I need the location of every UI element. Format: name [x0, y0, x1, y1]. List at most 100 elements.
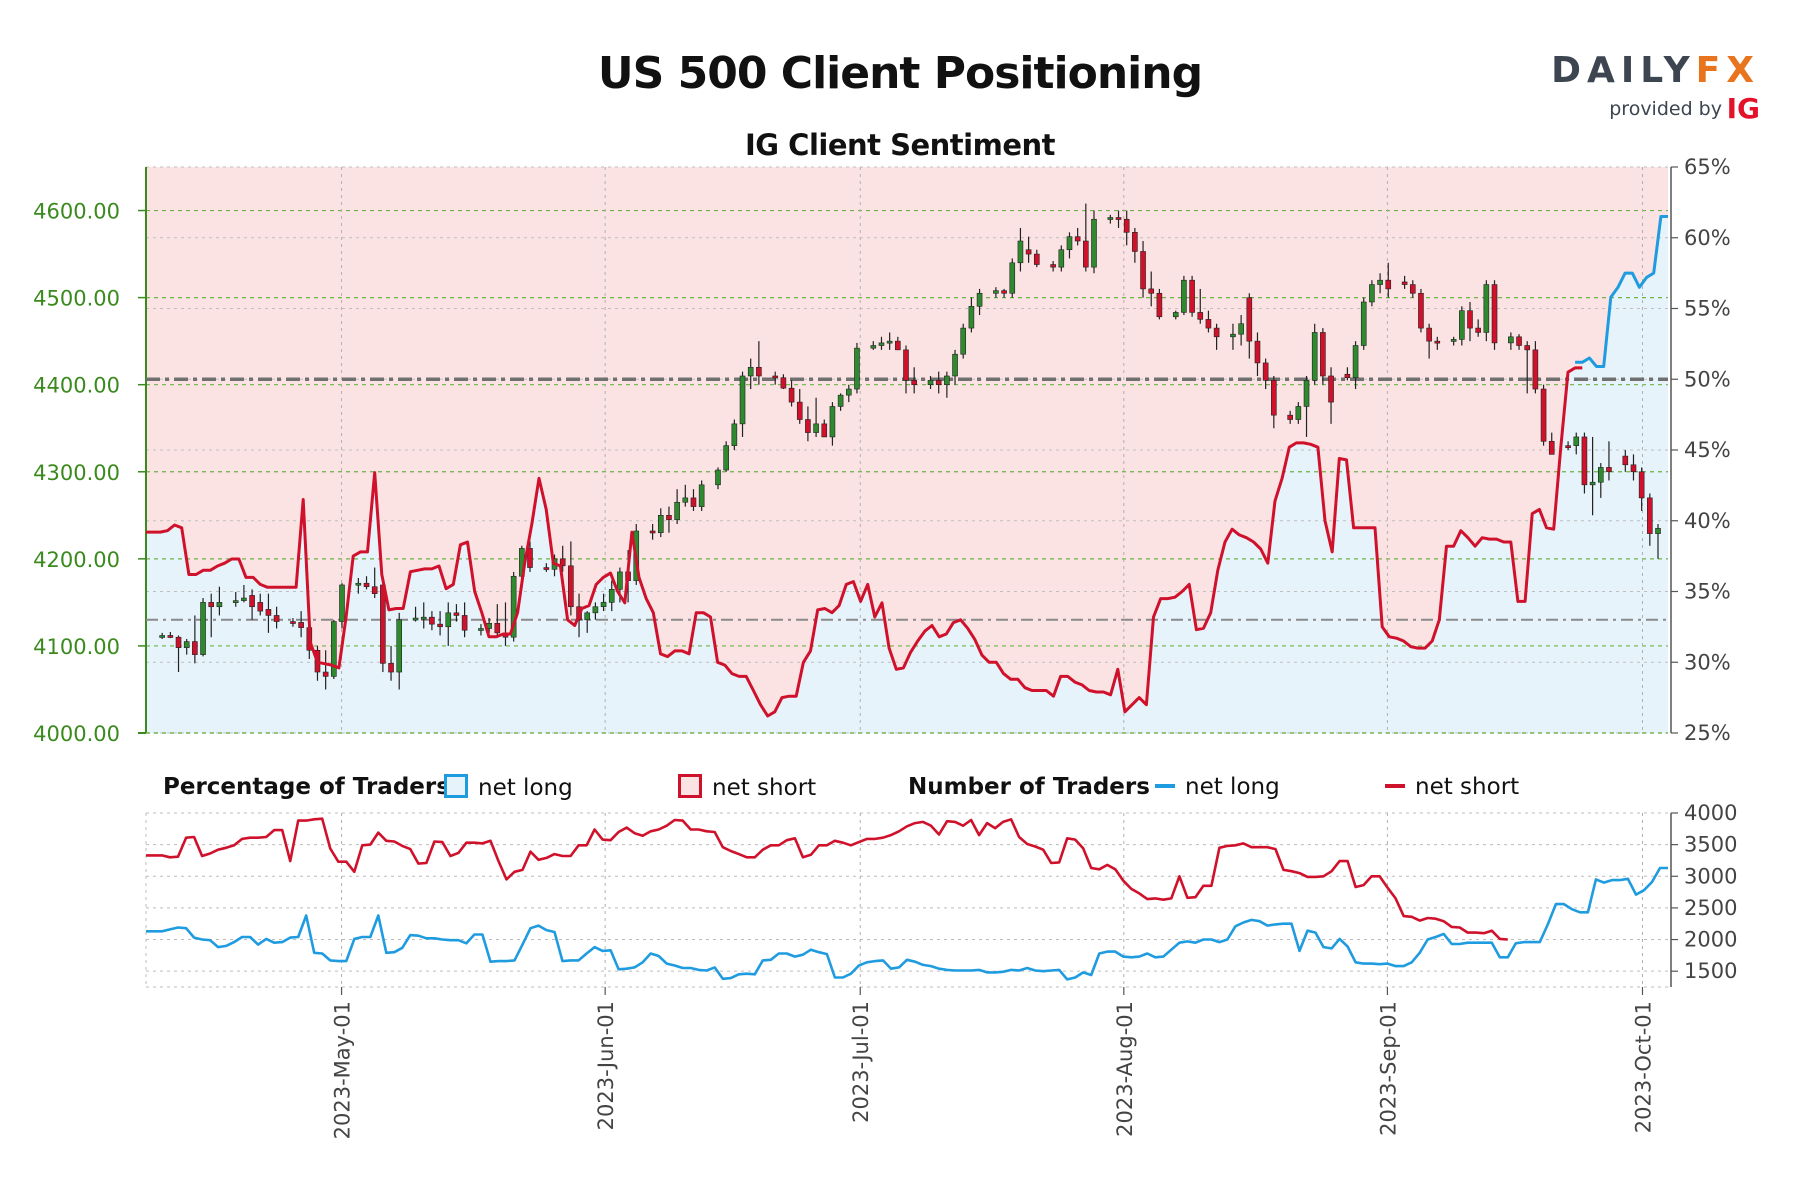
candle-down: [1516, 336, 1522, 346]
candle-down: [772, 375, 779, 379]
candle-up: [968, 306, 975, 329]
candle-up: [682, 497, 689, 503]
candle-down: [208, 602, 215, 608]
candle-down: [649, 530, 656, 534]
candle-up: [331, 621, 337, 677]
candle-up: [944, 375, 950, 385]
traders-tick-label: 2000: [1684, 928, 1737, 952]
candle-down: [1475, 327, 1481, 333]
candle-down: [1213, 327, 1220, 338]
candle-down: [429, 616, 435, 625]
candle-down: [780, 377, 787, 389]
candle-up: [715, 469, 721, 486]
percent-tick-label: 35%: [1684, 580, 1731, 604]
candle-up: [1655, 528, 1661, 534]
candle-down: [1033, 253, 1040, 265]
candle-up: [1091, 218, 1097, 268]
candle-down: [788, 387, 795, 403]
candle-down: [1524, 345, 1531, 351]
candle-down: [1426, 327, 1432, 342]
candle-up: [1483, 284, 1490, 333]
candle-up: [510, 575, 517, 638]
candle-up: [355, 582, 362, 586]
candle-up: [1369, 284, 1375, 303]
candle-up: [1459, 310, 1465, 340]
candle-down: [494, 622, 501, 634]
candle-up: [396, 619, 403, 673]
candle-down: [903, 349, 909, 381]
net-short-area: [146, 167, 1668, 716]
candle-up: [159, 635, 165, 638]
price-tick-label: 4500.00: [33, 287, 120, 311]
candle-up: [1230, 333, 1236, 338]
legend-percentage-short: net short: [678, 774, 816, 801]
percent-tick-label: 40%: [1684, 509, 1731, 533]
candle-down: [437, 623, 443, 628]
percent-tick-label: 65%: [1684, 155, 1731, 179]
candle-up: [854, 347, 860, 390]
percent-tick-label: 30%: [1684, 650, 1731, 674]
candle-up: [845, 388, 852, 396]
logo-wordmark: DAILYFX: [1551, 50, 1760, 91]
candle-up: [584, 612, 591, 621]
candle-down: [527, 548, 533, 568]
candle-down: [1328, 375, 1334, 403]
legend-number-short-label: net short: [1415, 774, 1520, 800]
candle-down: [257, 602, 264, 612]
candle-down: [273, 615, 280, 622]
candle-down: [1409, 284, 1416, 294]
candle-down: [388, 663, 394, 673]
candle-down: [911, 380, 917, 385]
candle-down: [1197, 312, 1204, 320]
candle-down: [1148, 288, 1155, 294]
dailyfx-logo: DAILYFX provided by IG: [1500, 50, 1760, 130]
legend-percentage-long: net long: [444, 774, 573, 801]
candle-down: [1434, 340, 1441, 344]
candle-down: [1467, 310, 1473, 329]
candle-down: [1647, 497, 1653, 534]
date-tick-label: 2023-Oct-01: [1631, 1001, 1655, 1133]
candle-up: [698, 484, 705, 507]
candle-up: [1352, 345, 1359, 379]
candle-up: [1573, 436, 1580, 446]
candle-up: [878, 342, 885, 346]
candle-up: [747, 366, 754, 377]
traders-tick-label: 1500: [1684, 959, 1737, 983]
candle-up: [617, 571, 623, 590]
candle-down: [298, 622, 304, 628]
net-long-percent-line: [1575, 215, 1668, 368]
candle-down: [453, 612, 460, 616]
candle-down: [1001, 290, 1007, 294]
price-tick-label: 4400.00: [33, 374, 120, 398]
candle-down: [265, 609, 272, 616]
price-tick-label: 4200.00: [33, 548, 120, 572]
net-long-area: [146, 216, 1668, 733]
legend-percentage-short-label: net short: [712, 775, 817, 801]
candle-down: [1565, 445, 1571, 448]
candle-down: [461, 615, 468, 631]
candle-up: [200, 602, 206, 655]
candle-down: [1532, 349, 1539, 390]
candle-up: [600, 602, 607, 608]
percent-tick-label: 25%: [1684, 721, 1731, 745]
percent-tick-label: 55%: [1684, 297, 1731, 321]
candle-up: [1181, 279, 1187, 313]
candle-down: [1189, 279, 1195, 313]
legend-number-long: net long: [1155, 774, 1280, 800]
candle-down: [1540, 388, 1547, 442]
candle-up: [1238, 323, 1244, 335]
percent-tick-label: 50%: [1684, 367, 1731, 391]
candle-down: [380, 584, 386, 664]
candle-up: [1172, 312, 1179, 318]
candle-up: [952, 353, 958, 377]
candle-down: [1320, 332, 1326, 377]
candle-down: [1254, 340, 1261, 364]
candle-up: [1508, 336, 1514, 344]
candle-up: [723, 445, 729, 471]
price-tick-label: 4100.00: [33, 635, 120, 659]
traders-net-long-line: [146, 866, 1668, 981]
candle-up: [731, 423, 738, 446]
candle-down: [192, 641, 198, 655]
candle-down: [1418, 292, 1424, 329]
candle-up: [1058, 249, 1065, 268]
